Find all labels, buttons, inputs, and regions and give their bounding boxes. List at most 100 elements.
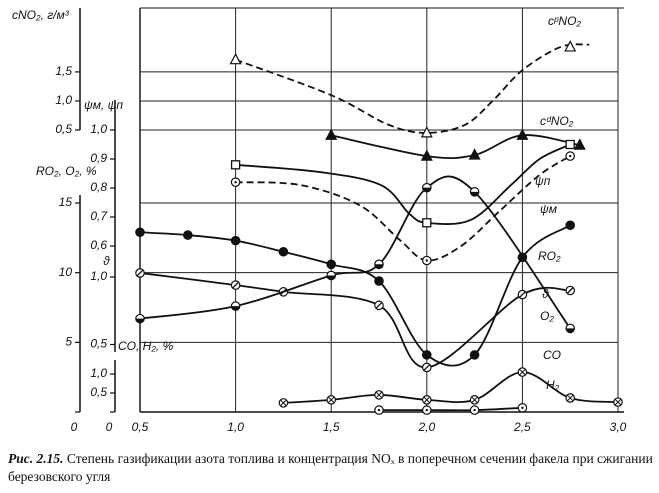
marker [420,126,433,138]
series-line [331,134,580,160]
marker-shape [136,269,144,277]
marker-shape [375,391,383,399]
series-line [139,224,571,367]
marker [565,151,575,161]
marker-shape [375,301,383,309]
x-tick-label: 1,0 [227,420,244,434]
marker-shape [278,246,289,257]
marker [565,285,575,296]
series-label: cᵖNO₂ [548,14,581,28]
marker-shape [470,191,479,197]
marker-shape [234,181,237,184]
y-tick-label: 1,0 [90,366,107,380]
marker-shape [230,160,241,170]
marker [421,350,432,360]
marker-shape [566,328,575,333]
series-line [235,155,571,262]
marker-shape [425,259,428,262]
marker [469,395,480,405]
marker-shape [423,363,431,371]
marker [420,149,433,161]
marker [469,350,480,360]
series-label: ϑ [542,287,549,301]
y-tick-label: 5 [65,335,72,349]
marker-shape [325,128,338,140]
y-tick-label: 0,7 [90,209,108,223]
marker [517,289,528,300]
marker [421,405,432,415]
series-label: ψм [540,202,557,216]
marker-shape [183,230,193,240]
marker-shape [229,52,242,65]
marker-shape [566,287,574,294]
y-tick-label: 0,6 [90,238,107,252]
series-label: ψп [535,174,551,188]
marker-shape [422,187,431,192]
marker [517,403,528,413]
marker-shape [232,281,240,289]
marker [468,148,481,160]
marker [421,362,432,373]
y-tick-label: 1,0 [90,122,107,136]
marker [326,259,336,270]
series-label: cᵈNO₂ [540,114,574,128]
axis-label: ϑ [103,254,110,268]
marker [326,270,336,281]
marker-shape [135,318,145,323]
marker-shape [326,259,336,270]
marker-shape [519,368,526,376]
axis-label: cNO₂, г/м³ [12,8,70,22]
marker [278,246,289,257]
marker-shape [231,306,240,311]
marker-shape [422,218,432,228]
marker-shape [473,408,476,412]
axis-label: CO, H₂, % [118,339,174,353]
marker [230,280,241,290]
series-line [235,43,590,134]
marker [230,160,241,170]
y-tick-label: 10 [59,265,73,279]
y-tick-label: 1,0 [90,269,107,283]
marker-shape [327,396,335,404]
marker [516,128,529,140]
marker [421,182,432,193]
marker [230,301,241,311]
y-tick-label: 0,5 [90,337,107,351]
x-tick-label: 2,5 [513,420,531,434]
marker [421,255,432,266]
y-tick-label: 1,5 [55,64,72,78]
y-tick-label: 0 [71,420,78,434]
marker [565,323,575,334]
marker [374,390,384,400]
marker [517,367,528,377]
marker-shape [377,408,381,412]
x-tick-label: 2,0 [417,420,435,434]
marker-shape [230,235,241,246]
marker [565,220,575,231]
y-tick-label: 0,5 [55,122,72,136]
y-tick-label: 0,5 [90,385,107,399]
marker [135,268,145,278]
marker-shape [614,398,622,406]
marker [374,405,384,415]
y-tick-label: 0,9 [90,151,107,165]
marker [183,230,193,240]
series-line [139,175,571,329]
series-line [235,143,571,225]
marker-shape [280,399,287,407]
series-label: O₂ [540,309,554,323]
marker-shape [569,154,572,158]
marker-shape [468,148,481,160]
marker [374,276,384,286]
marker-shape [420,149,433,161]
marker [230,177,241,187]
marker [135,313,145,324]
marker [325,128,338,140]
marker [565,393,575,403]
marker [469,187,480,197]
marker-shape [423,396,431,404]
marker-shape [327,275,336,280]
marker [229,52,242,65]
marker [374,300,384,311]
